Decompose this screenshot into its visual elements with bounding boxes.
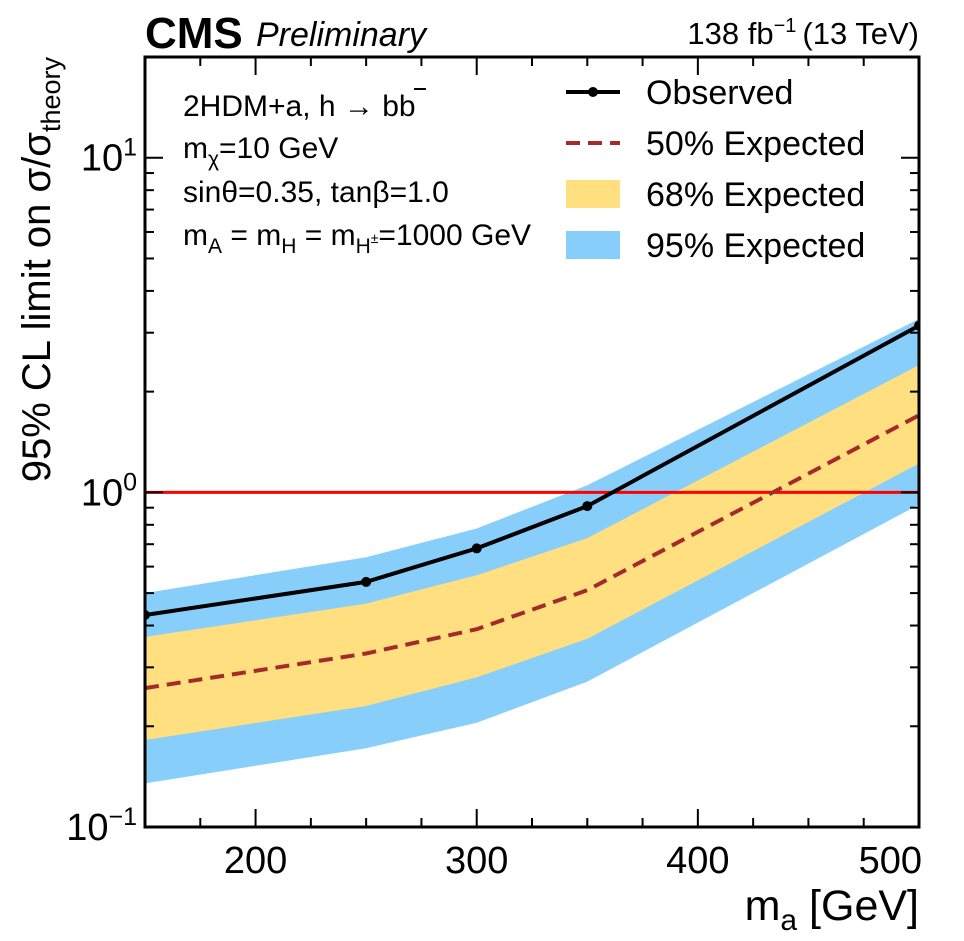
- limit-curves: [145, 320, 919, 691]
- legend-label-95-expected: 95% Expected: [646, 227, 865, 265]
- annotation-angles: sinθ=0.35, tanβ=1.0: [183, 176, 449, 209]
- ann4-rest: =1000 GeV: [378, 219, 531, 252]
- x-tick-label: 400: [666, 840, 729, 882]
- x-tick-label: 500: [859, 840, 922, 882]
- legend-swatch-95-expected: [566, 231, 620, 259]
- x-title-main: m: [745, 882, 781, 930]
- legend-label-68-expected: 68% Expected: [646, 176, 865, 214]
- legend-label-50-expected: 50% Expected: [646, 125, 865, 163]
- x-title-unit: [GeV]: [797, 882, 919, 930]
- legend-marker-observed: [588, 87, 598, 97]
- y-tick-exponent: 1: [123, 134, 137, 162]
- ann4-eq2: = m: [296, 219, 355, 252]
- legend-swatch-68-expected: [566, 180, 620, 208]
- annotation-heavy-masses: mA = mH = mH±=1000 GeV: [183, 219, 531, 258]
- y-axis-title: 95% CL limit on σ/σtheory: [15, 57, 66, 483]
- lumi-value: 138 fb: [687, 16, 773, 51]
- ann2-sub: χ: [208, 148, 219, 171]
- ann2-m: m: [183, 132, 208, 165]
- experiment-label: CMS: [145, 9, 243, 58]
- energy-label: (13 TeV): [802, 16, 919, 51]
- ann4-sup3: ±: [371, 230, 379, 246]
- y-tick-base: 10: [81, 138, 123, 180]
- y-tick-exponent: 0: [123, 468, 137, 496]
- x-tick-label: 200: [224, 840, 287, 882]
- ann4-m1: m: [183, 219, 208, 252]
- band-68-expected: [145, 365, 919, 740]
- annotation-model-text: 2HDM+a, h → bb: [183, 90, 416, 123]
- model-annotation: 2HDM+a, h → bb mχ=10 GeV sinθ=0.35, tanβ…: [183, 88, 531, 258]
- y-tick-label: 10−1: [66, 803, 137, 849]
- annotation-dm-mass: mχ=10 GeV: [183, 132, 338, 171]
- y-tick-exponent: −1: [108, 803, 137, 831]
- y-title-main: 95% CL limit on σ/σ: [15, 132, 59, 483]
- x-tick-labels: 200 300 400 500: [224, 840, 922, 882]
- ann4-s3: H: [356, 235, 371, 258]
- x-axis-title: ma [GeV]: [745, 882, 919, 937]
- ann4-eq1: = m: [222, 219, 281, 252]
- ann2-rest: =10 GeV: [219, 132, 338, 165]
- ann4-s1: A: [208, 235, 222, 258]
- lumi-exponent: −1: [774, 15, 797, 37]
- legend-label-observed: Observed: [646, 74, 793, 112]
- y-tick-label: 101: [81, 134, 137, 180]
- expected-bands: [145, 318, 919, 784]
- x-title-sub: a: [780, 904, 797, 937]
- series-observed-point: [582, 501, 593, 512]
- series-observed-point: [471, 543, 482, 554]
- annotation-model: 2HDM+a, h → bb: [183, 90, 416, 123]
- series-observed-point: [361, 576, 372, 587]
- lumi-label: 138 fb−1 (13 TeV): [687, 15, 919, 51]
- status-label: Preliminary: [256, 16, 428, 54]
- ann4-s2: H: [281, 235, 296, 258]
- y-title-sub: theory: [36, 57, 66, 133]
- series-50-expected-line: [145, 413, 919, 691]
- legend: Observed 50% Expected 68% Expected 95% Expe…: [566, 74, 865, 265]
- y-tick-base: 10: [81, 472, 123, 514]
- plot-frame: [143, 55, 921, 829]
- x-tick-label: 300: [445, 840, 508, 882]
- y-tick-label: 100: [81, 468, 137, 514]
- y-tick-base: 10: [66, 807, 108, 849]
